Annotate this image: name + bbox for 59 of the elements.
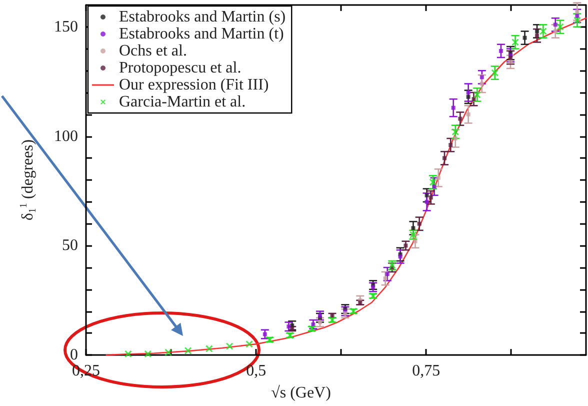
point bbox=[474, 91, 481, 98]
point bbox=[491, 69, 498, 76]
point bbox=[124, 350, 132, 358]
point bbox=[436, 176, 440, 180]
point bbox=[575, 10, 580, 14]
point bbox=[428, 196, 433, 200]
point bbox=[429, 178, 436, 186]
point bbox=[417, 222, 422, 226]
point bbox=[262, 332, 267, 336]
point bbox=[164, 348, 172, 356]
point bbox=[472, 97, 476, 102]
legend-label: Garcia-Martin et al. bbox=[119, 94, 246, 110]
legend-label: Estabrooks and Martin (t) bbox=[119, 26, 284, 42]
x-axis-title: √s (GeV) bbox=[271, 384, 331, 402]
point bbox=[432, 184, 436, 189]
legend-label: Estabrooks and Martin (s) bbox=[119, 8, 286, 26]
point bbox=[144, 350, 152, 358]
point bbox=[286, 324, 291, 329]
point bbox=[574, 16, 581, 24]
point bbox=[383, 276, 388, 280]
y-axis-title: δ11 (degrees) bbox=[18, 139, 38, 221]
y-tick-label: 150 bbox=[54, 18, 78, 36]
point bbox=[206, 345, 213, 352]
y-tick-label: 0 bbox=[70, 346, 78, 364]
y-tick-label: 50 bbox=[62, 237, 78, 254]
legend-label: Protopopescu et al. bbox=[119, 60, 242, 76]
point bbox=[556, 23, 564, 30]
point bbox=[498, 48, 503, 53]
point bbox=[540, 28, 547, 35]
point bbox=[184, 347, 192, 354]
point bbox=[371, 285, 376, 290]
point bbox=[535, 29, 540, 34]
point bbox=[466, 94, 470, 99]
point bbox=[466, 112, 470, 116]
point bbox=[226, 342, 234, 350]
y-tick-label: 100 bbox=[54, 128, 78, 145]
point bbox=[535, 34, 540, 38]
point bbox=[246, 340, 253, 348]
point bbox=[466, 90, 470, 94]
point bbox=[452, 128, 459, 136]
point bbox=[311, 322, 316, 326]
point bbox=[451, 106, 456, 110]
point bbox=[522, 36, 527, 40]
x-tick-label: 0,75 bbox=[412, 362, 440, 380]
legend-label: Ochs et al. bbox=[119, 42, 187, 60]
legend-label: Our expression (Fit III) bbox=[119, 76, 269, 94]
x-tick-label: 0,5 bbox=[246, 362, 266, 380]
point bbox=[404, 244, 408, 248]
point bbox=[480, 75, 484, 80]
point bbox=[512, 38, 519, 46]
point bbox=[448, 143, 453, 147]
point bbox=[411, 226, 416, 230]
point bbox=[398, 254, 402, 259]
point bbox=[385, 272, 390, 276]
point bbox=[442, 156, 447, 160]
point bbox=[508, 56, 512, 60]
point bbox=[575, 14, 580, 18]
point bbox=[458, 116, 462, 121]
point bbox=[413, 239, 418, 244]
